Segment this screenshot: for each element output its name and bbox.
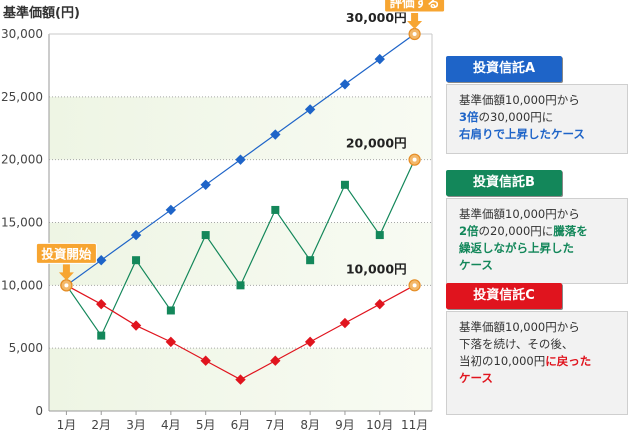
- y-tick-label: 25,000: [1, 90, 43, 104]
- eval-badge: [384, 0, 446, 13]
- data-point: [200, 355, 211, 366]
- endpoint-marker-center: [412, 157, 417, 162]
- fund-card-description: 基準価額10,000円から 2倍の20,000円に騰落を 繰返しながら上昇した ケース: [446, 198, 628, 284]
- description-line: ケース: [459, 257, 619, 274]
- x-tick-label: 8月: [300, 418, 320, 432]
- description-line: 下落を続け、その後、: [459, 336, 619, 353]
- x-tick-label: 11月: [401, 418, 428, 432]
- description-line: 右肩りで上昇したケース: [459, 126, 619, 143]
- description-text: 基準価額10,000円から: [459, 207, 580, 221]
- x-tick-label: 1月: [57, 418, 77, 432]
- data-point: [201, 231, 210, 240]
- description-text: 騰落を: [553, 224, 588, 238]
- description-text: 2倍: [459, 224, 479, 238]
- description-line: ケース: [459, 370, 619, 387]
- data-point: [306, 256, 315, 265]
- data-point: [200, 179, 211, 190]
- y-tick-label: 10,000: [1, 278, 43, 292]
- data-point: [166, 306, 175, 315]
- description-text: ケース: [459, 371, 493, 385]
- endpoint-marker-center: [64, 283, 69, 288]
- data-point: [339, 79, 351, 90]
- x-tick-label: 6月: [231, 418, 251, 432]
- data-point: [165, 204, 177, 216]
- data-point: [96, 255, 107, 266]
- x-tick-label: 5月: [196, 418, 216, 432]
- endpoint-marker-center: [412, 283, 417, 288]
- data-point: [270, 355, 281, 366]
- endpoint-marker-center: [412, 32, 417, 36]
- description-text: の20,000円に: [478, 224, 554, 238]
- description-text: 繰返しながら上昇した: [459, 241, 574, 255]
- fund-card-description: 基準価額10,000円から 3倍の30,000円に 右肩りで上昇したケース: [446, 84, 628, 154]
- end-value-label: 30,000円: [346, 10, 407, 25]
- description-line: 当初の10,000円に戻った: [459, 353, 619, 370]
- data-point: [304, 104, 316, 115]
- x-tick-label: 3月: [126, 418, 146, 432]
- description-text: 当初の10,000円: [459, 354, 546, 368]
- y-tick-label: 15,000: [1, 216, 43, 230]
- x-tick-label: 2月: [91, 418, 111, 432]
- end-value-label: 10,000円: [346, 261, 407, 276]
- description-text: 3倍: [459, 110, 479, 124]
- data-point: [132, 256, 141, 265]
- fund-card-title: 投資信託B: [446, 170, 562, 196]
- description-text: 右肩りで上昇したケース: [459, 127, 585, 141]
- description-text: 下落を続け、その後、: [459, 337, 574, 351]
- y-tick-label: 30,000: [1, 27, 43, 41]
- fund-card-title: 投資信託A: [446, 56, 562, 82]
- plot-band: [49, 222, 432, 286]
- description-text: の30,000円に: [478, 110, 554, 124]
- description-line: 基準価額10,000円から: [459, 319, 619, 336]
- data-point: [340, 180, 349, 189]
- data-point: [235, 154, 246, 165]
- description-line: 基準価額10,000円から: [459, 92, 619, 109]
- data-point: [270, 129, 281, 140]
- description-line: 基準価額10,000円から: [459, 206, 619, 223]
- description-line: 繰返しながら上昇した: [459, 240, 619, 257]
- x-tick-label: 4月: [161, 418, 181, 432]
- y-tick-label: 20,000: [1, 153, 43, 167]
- data-point: [375, 231, 384, 240]
- fund-card-title: 投資信託C: [446, 283, 562, 309]
- data-point: [165, 336, 177, 348]
- description-line: 3倍の30,000円に: [459, 109, 619, 126]
- description-text: 基準価額10,000円から: [459, 320, 580, 334]
- data-point: [235, 374, 246, 385]
- start-badge-text: 投資開始: [41, 246, 92, 261]
- data-point: [271, 205, 280, 214]
- description-text: ケース: [459, 258, 493, 272]
- x-tick-label: 9月: [335, 418, 355, 432]
- start-badge: [35, 242, 97, 264]
- eval-badge-text: 評価する: [390, 0, 440, 10]
- description-text: 基準価額10,000円から: [459, 93, 580, 107]
- data-point: [236, 281, 245, 290]
- description-text: に戻った: [545, 354, 592, 368]
- data-point: [130, 229, 142, 241]
- data-point: [339, 317, 351, 329]
- y-tick-label: 0: [35, 404, 43, 418]
- data-point: [374, 298, 385, 310]
- data-point: [96, 298, 107, 310]
- y-axis-title: 基準価額(円): [2, 5, 80, 21]
- x-tick-label: 10月: [366, 418, 393, 432]
- data-point: [374, 53, 385, 65]
- description-line: 2倍の20,000円に騰落を: [459, 223, 619, 240]
- y-tick-label: 5,000: [9, 341, 43, 355]
- x-tick-label: 7月: [265, 418, 285, 432]
- fund-card-description: 基準価額10,000円から 下落を続け、その後、 当初の10,000円に戻った ケース: [446, 311, 628, 415]
- eval-badge-arrow: [407, 13, 423, 29]
- plot-band: [49, 96, 432, 160]
- data-point: [97, 331, 106, 340]
- start-badge-arrow: [58, 264, 74, 281]
- end-value-label: 20,000円: [346, 136, 407, 151]
- data-point: [304, 336, 316, 348]
- data-point: [130, 320, 142, 331]
